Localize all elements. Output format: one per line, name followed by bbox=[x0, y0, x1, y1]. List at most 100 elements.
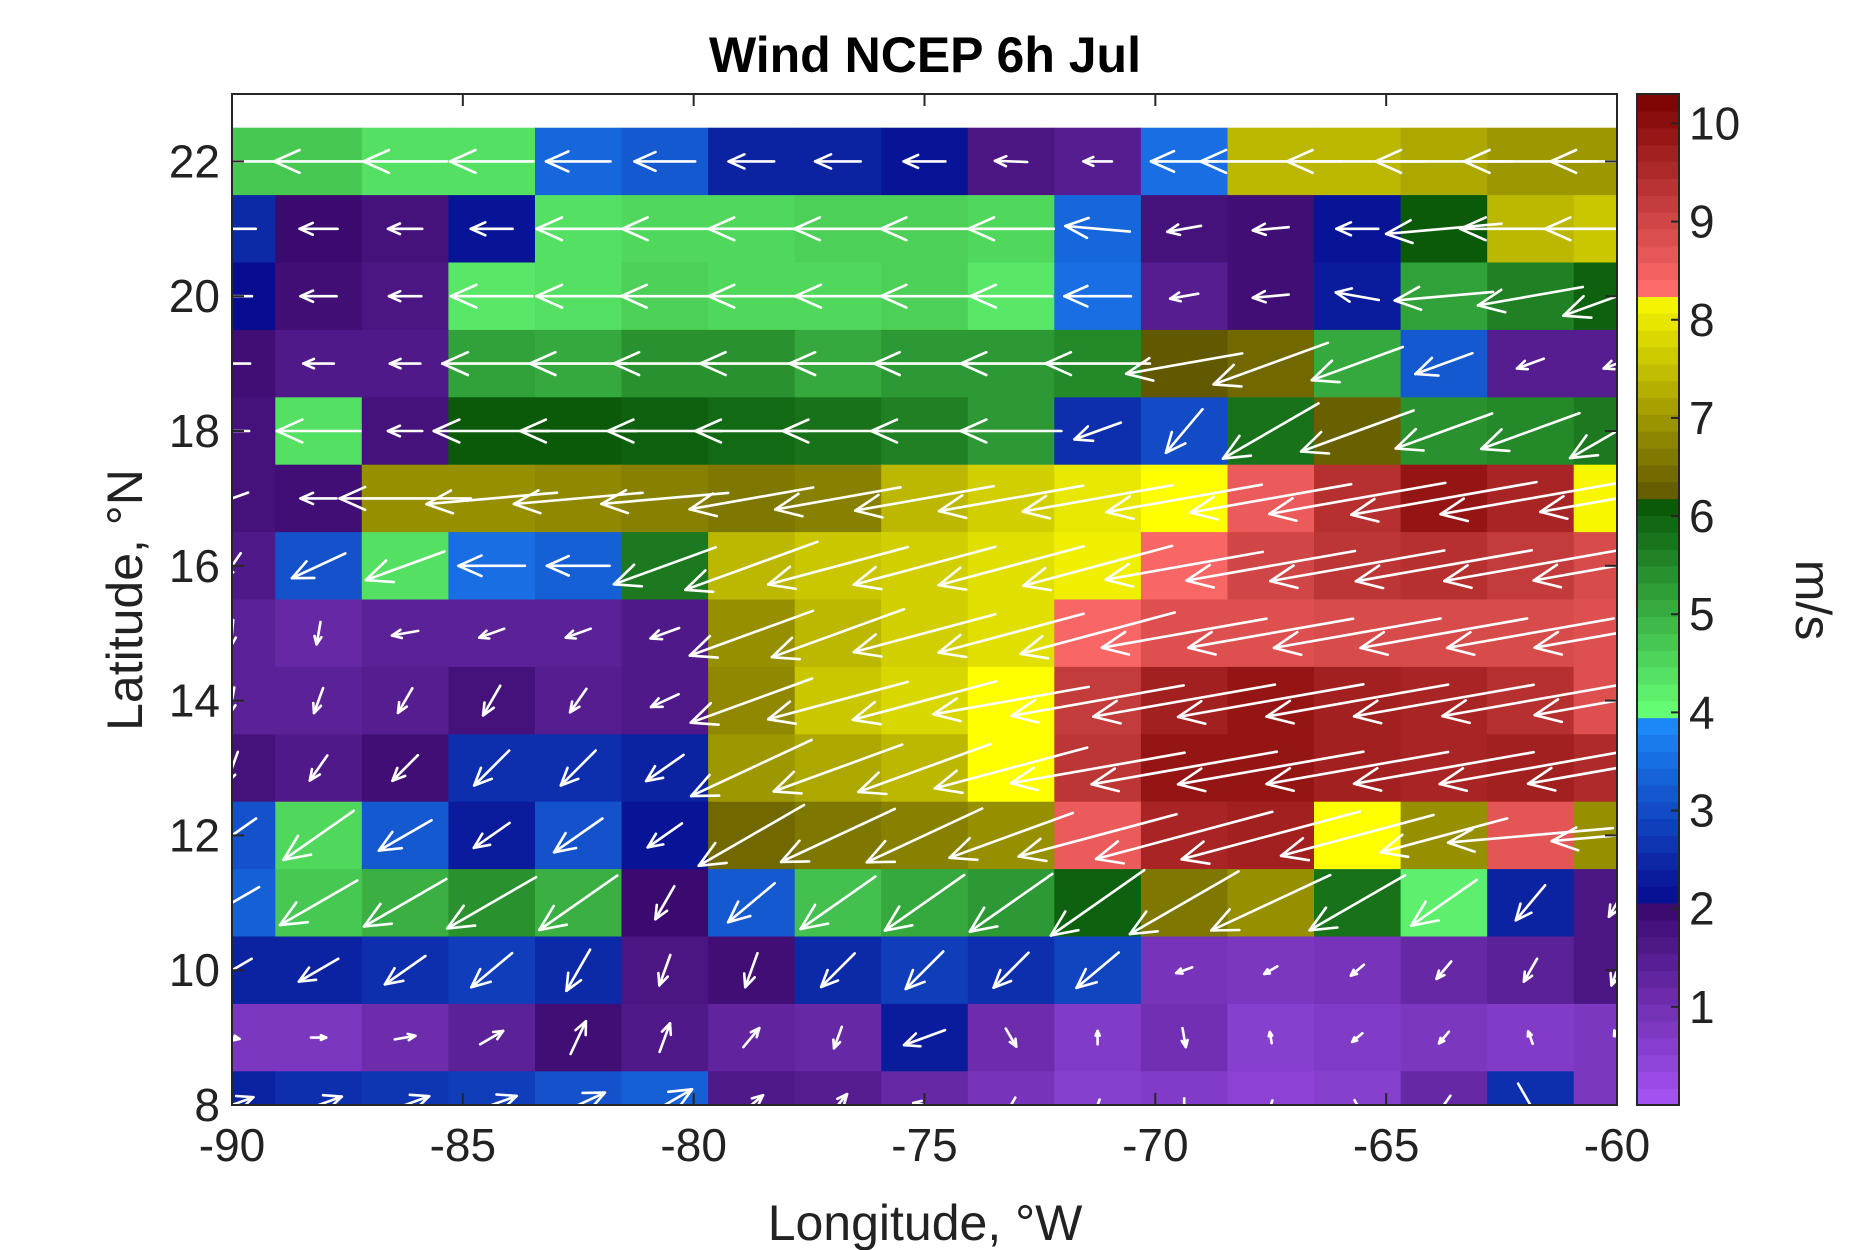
wind-arrow-head bbox=[1128, 910, 1159, 936]
wind-arrow-head bbox=[865, 839, 897, 864]
wind-arrow bbox=[1543, 216, 1617, 242]
wind-arrow bbox=[1185, 549, 1357, 589]
wind-arrow-shaft bbox=[297, 957, 340, 983]
wind-arrow bbox=[872, 350, 977, 377]
y-tick-label: 22 bbox=[169, 135, 220, 187]
wind-arrow bbox=[1350, 480, 1538, 523]
wind-arrow-head bbox=[649, 629, 664, 641]
wind-arrow bbox=[1516, 1082, 1532, 1105]
wind-arrow bbox=[388, 357, 422, 370]
wind-arrow bbox=[600, 488, 730, 515]
wind-arrow-head bbox=[872, 350, 902, 377]
wind-arrow bbox=[1299, 409, 1415, 455]
wind-arrow-head bbox=[1352, 766, 1383, 792]
wind-arrow bbox=[1803, 285, 1875, 308]
wind-arrow-head bbox=[633, 150, 657, 173]
speed-cell bbox=[1747, 263, 1834, 331]
wind-arrow bbox=[469, 951, 514, 989]
wind-arrow-head bbox=[1379, 833, 1410, 859]
wind-arrow bbox=[1787, 1097, 1793, 1113]
wind-arrow-head bbox=[1082, 155, 1095, 168]
wind-arrow bbox=[362, 877, 448, 928]
colorbar-step bbox=[1637, 801, 1679, 820]
colorbar-step bbox=[1637, 447, 1679, 466]
wind-arrow bbox=[1049, 868, 1146, 937]
wind-arrow-head bbox=[1692, 359, 1701, 366]
speed-cell bbox=[232, 734, 276, 803]
wind-arrow bbox=[819, 952, 857, 989]
wind-arrow bbox=[689, 677, 814, 727]
wind-arrow-head bbox=[813, 153, 833, 170]
wind-arrow-head bbox=[1168, 291, 1182, 303]
wind-arrow-shaft bbox=[232, 686, 236, 709]
wind-arrow-head bbox=[472, 766, 494, 787]
wind-arrow-shaft bbox=[836, 1092, 849, 1105]
wind-arrow-head bbox=[1715, 631, 1742, 654]
wind-arrow-shaft bbox=[1394, 412, 1494, 450]
speed-cell bbox=[232, 1071, 276, 1105]
wind-arrow-head bbox=[959, 350, 988, 377]
wind-arrow bbox=[1279, 813, 1435, 862]
wind-arrow bbox=[657, 953, 672, 987]
wind-arrow-head bbox=[1549, 148, 1578, 175]
wind-arrow-head bbox=[1285, 148, 1314, 175]
wind-arrow-head bbox=[1458, 216, 1487, 242]
wind-arrow-head bbox=[1717, 698, 1744, 721]
wind-arrow-head bbox=[1438, 766, 1469, 793]
wind-arrow bbox=[1550, 826, 1617, 852]
wind-arrow-head bbox=[308, 767, 322, 782]
wind-arrow-head bbox=[779, 839, 811, 864]
wind-arrow-head bbox=[1533, 630, 1564, 656]
wind-arrow bbox=[232, 957, 253, 972]
wind-arrow-head bbox=[275, 418, 304, 444]
wind-arrow bbox=[386, 222, 424, 236]
wind-arrow bbox=[788, 350, 888, 377]
wind-arrow-head bbox=[1017, 837, 1048, 863]
wind-arrow bbox=[779, 807, 897, 864]
colorbar-step bbox=[1637, 1020, 1679, 1039]
wind-arrow-head bbox=[208, 221, 224, 236]
wind-arrow bbox=[1251, 289, 1290, 304]
wind-arrow bbox=[1609, 966, 1617, 987]
wind-arrow-head bbox=[819, 968, 840, 989]
wind-arrow-head bbox=[408, 1093, 431, 1105]
wind-arrow bbox=[851, 680, 998, 726]
wind-arrow bbox=[1526, 1030, 1534, 1046]
wind-arrow-shaft bbox=[1839, 417, 1875, 444]
wind-arrow-shaft bbox=[1845, 352, 1875, 375]
wind-arrow bbox=[232, 551, 242, 575]
wind-arrow-head bbox=[440, 350, 470, 377]
wind-arrow-head bbox=[1765, 895, 1783, 911]
wind-arrow-shaft bbox=[1807, 688, 1875, 713]
speed-cell bbox=[1833, 397, 1875, 465]
y-tick-label: 16 bbox=[169, 540, 220, 592]
wind-arrow-head bbox=[299, 491, 315, 506]
wind-arrow bbox=[832, 1025, 844, 1050]
colorbar-step bbox=[1637, 313, 1679, 331]
wind-arrow-shaft bbox=[743, 951, 759, 989]
wind-arrow-shaft bbox=[565, 948, 592, 993]
wind-arrow-shaft bbox=[1533, 631, 1617, 650]
wind-arrow bbox=[393, 1032, 417, 1042]
wind-arrow bbox=[1746, 415, 1835, 449]
y-tick-label: 18 bbox=[169, 405, 220, 457]
wind-arrow bbox=[1862, 898, 1875, 907]
wind-arrow bbox=[1359, 617, 1529, 657]
wind-arrow bbox=[1269, 549, 1446, 590]
wind-arrow-head bbox=[1550, 826, 1580, 852]
wind-arrow bbox=[1869, 1033, 1875, 1042]
wind-arrow-head bbox=[1185, 563, 1215, 589]
wind-arrow-shaft bbox=[688, 609, 815, 657]
wind-arrow bbox=[1006, 1096, 1017, 1105]
wind-arrow-shaft bbox=[1094, 810, 1274, 861]
wind-arrow-head bbox=[1435, 969, 1446, 981]
wind-arrow bbox=[477, 627, 506, 640]
colorbar-step bbox=[1637, 902, 1679, 921]
wind-arrow-shaft bbox=[232, 551, 242, 569]
speed-cell bbox=[1833, 937, 1875, 1005]
wind-arrow bbox=[749, 1093, 765, 1105]
colorbar-step bbox=[1637, 768, 1679, 786]
wind-arrow bbox=[698, 350, 805, 377]
wind-arrow-head bbox=[278, 901, 310, 927]
colorbar-step bbox=[1637, 363, 1679, 382]
